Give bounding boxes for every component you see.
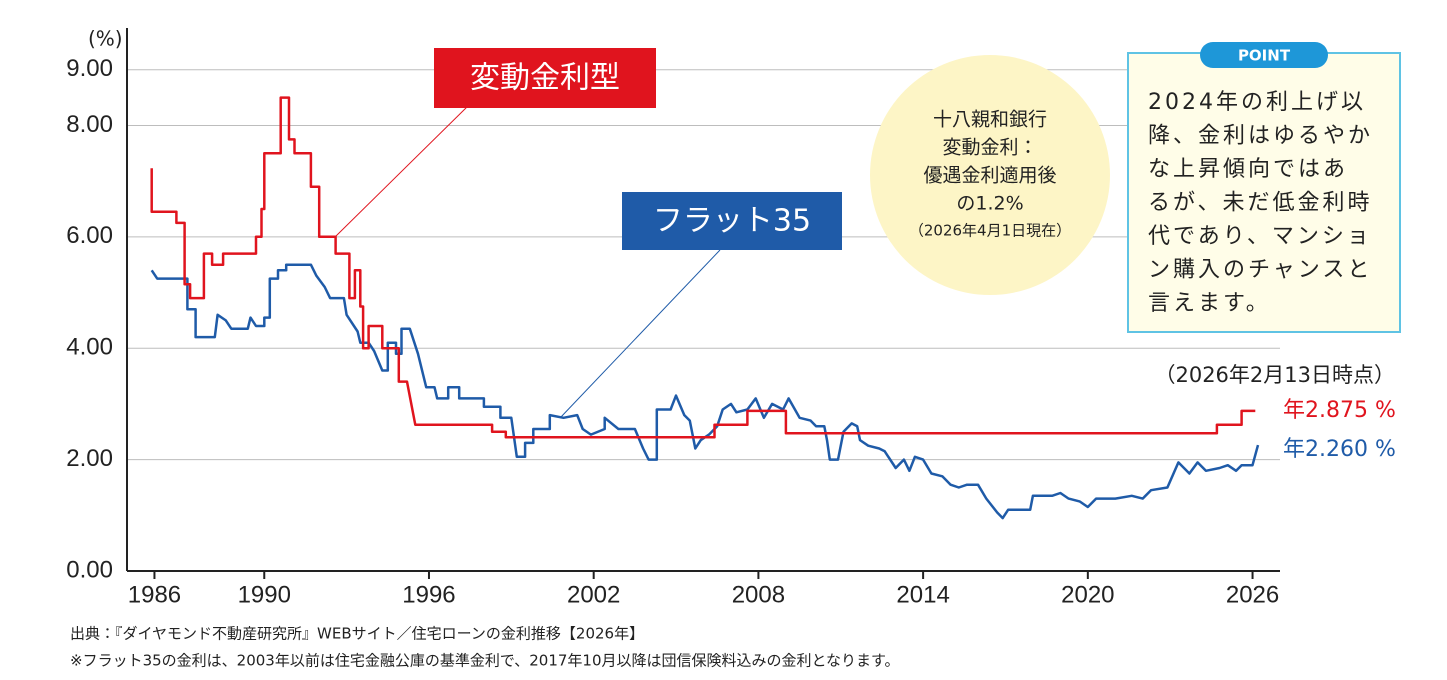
x-tick-label: 1986: [128, 581, 181, 608]
point-badge: [1200, 42, 1328, 68]
point-text-line: 代であり、マンショ: [1148, 224, 1372, 249]
y-unit: (%): [88, 27, 123, 51]
x-tick-label: 1990: [238, 581, 291, 608]
source-note: 出典：『ダイヤモンド不動産研究所』WEBサイト／住宅ローンの金利推移【2026年…: [70, 625, 644, 643]
bubble-text: 十八親和銀行: [933, 109, 1047, 131]
point-text-line: な上昇傾向ではあ: [1148, 157, 1348, 182]
as-of: （2026年2月13日時点）: [1154, 363, 1395, 387]
point-badge-text: POINT: [1238, 47, 1291, 65]
x-tick-label: 2014: [896, 581, 949, 608]
y-tick-label: 9.00: [66, 55, 113, 82]
leader: [334, 103, 471, 238]
grid: 0.00 2.00 4.00 6.00 8.00 9.00 1986 1990 1996 2002…: [66, 28, 1280, 608]
legend-label: 変動金利型: [470, 61, 620, 96]
footnote: ※フラット35の金利は、2003年以前は住宅金融公庫の基準金利で、2017年10…: [70, 652, 900, 670]
y-tick-label: 6.00: [66, 222, 113, 249]
y-tick-label: 0.00: [66, 556, 113, 583]
series-line: [150, 263, 1260, 520]
y-tick-label: 4.00: [66, 334, 113, 361]
bubble-text: の1.2%: [956, 193, 1023, 215]
y-tick-label: 2.00: [66, 445, 113, 472]
point-box: [1127, 52, 1401, 333]
legend-box: [434, 48, 656, 108]
x-tick-label: 2008: [732, 581, 785, 608]
x-tick-label: 2002: [567, 581, 620, 608]
end-label: 年2.875 %: [1283, 398, 1396, 423]
bubble-text: 変動金利：: [942, 137, 1037, 159]
point-text-line: 降、金利はゆるやか: [1148, 124, 1373, 149]
point-text-line: 2024年の利上げ以: [1148, 90, 1366, 115]
legend-label: フラット35: [653, 204, 811, 239]
leader: [559, 249, 721, 419]
series-line: [150, 96, 1256, 439]
end-label: 年2.260 %: [1283, 437, 1396, 462]
point-text-line: 言えます。: [1148, 291, 1271, 316]
series: [150, 96, 1260, 520]
x-tick-label: 2026: [1226, 581, 1279, 608]
bubble-text: （2026年4月1日現在）: [909, 222, 1071, 240]
legend-box: [622, 192, 842, 250]
x-tick-label: 2020: [1061, 581, 1114, 608]
point-text-line: るが、未だ低金利時: [1148, 191, 1373, 216]
y-tick-label: 8.00: [66, 111, 113, 138]
bubble-text: 優遇金利適用後: [923, 165, 1056, 187]
point-text: 2024年の利上げ以降、金利はゆるやかな上昇傾向ではあるが、未だ低金利時代であり…: [1148, 90, 1373, 316]
x-tick-label: 1996: [402, 581, 455, 608]
point-text-line: ン購入のチャンスと: [1148, 258, 1372, 283]
bubble-bg: [870, 55, 1110, 295]
